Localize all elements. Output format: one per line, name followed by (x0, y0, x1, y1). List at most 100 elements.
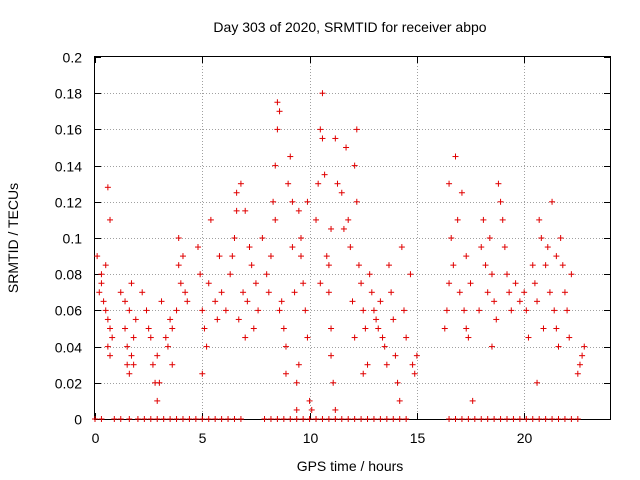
x-ticks: 0 5 10 15 20 (92, 57, 533, 446)
data-point (368, 289, 375, 296)
data-point (377, 298, 384, 305)
data-point (388, 289, 395, 296)
data-point (104, 316, 111, 323)
data-point (508, 307, 515, 314)
data-point (536, 216, 543, 223)
data-point (544, 244, 551, 251)
data-point (398, 244, 405, 251)
y-tick-label: 0.18 (55, 86, 82, 102)
y-tick-label: 0 (74, 412, 82, 428)
data-point (302, 307, 309, 314)
data-points (92, 90, 588, 422)
data-point (130, 361, 137, 368)
data-point (529, 262, 536, 269)
data-point (177, 280, 184, 287)
data-point (169, 325, 176, 332)
data-point (351, 162, 358, 169)
data-point (504, 271, 510, 278)
data-point (199, 307, 206, 314)
data-point (276, 307, 283, 314)
data-point (555, 343, 562, 350)
data-point (242, 334, 249, 341)
data-point (546, 289, 553, 296)
data-point (325, 416, 332, 422)
data-point (160, 416, 167, 422)
data-point (454, 216, 461, 223)
data-point (553, 253, 560, 260)
data-point (252, 280, 259, 287)
data-point (542, 262, 549, 269)
data-point (488, 271, 495, 278)
data-point (225, 416, 232, 422)
data-point (104, 343, 111, 350)
data-point (306, 416, 313, 422)
data-point (167, 416, 174, 422)
data-point (456, 289, 463, 296)
data-point (199, 416, 206, 422)
data-point (259, 235, 266, 241)
data-point (531, 280, 538, 287)
data-point (244, 298, 251, 305)
data-point (100, 298, 107, 305)
data-point (469, 397, 476, 404)
data-point (134, 416, 141, 422)
data-point (147, 334, 154, 341)
data-point (261, 416, 268, 422)
data-point (351, 416, 358, 422)
data-point (267, 253, 274, 260)
data-point (272, 162, 279, 169)
data-point (94, 253, 101, 260)
data-point (332, 135, 339, 142)
data-point (298, 253, 304, 260)
data-point (463, 253, 470, 260)
data-point (216, 253, 223, 260)
data-point (347, 244, 354, 251)
data-point (465, 416, 472, 422)
data-point (471, 416, 478, 422)
data-point (287, 416, 294, 422)
data-point (540, 325, 547, 332)
data-point (214, 316, 221, 323)
data-point (325, 262, 332, 269)
data-point (111, 416, 118, 422)
data-point (233, 207, 240, 214)
data-point (237, 180, 244, 187)
data-point (240, 289, 247, 296)
data-point (98, 280, 105, 287)
data-point (450, 262, 457, 269)
data-point (325, 289, 332, 296)
data-point (276, 108, 283, 115)
data-point (461, 307, 468, 314)
data-point (246, 244, 253, 251)
data-point (319, 135, 326, 142)
data-point (555, 416, 562, 422)
data-point (282, 370, 289, 377)
y-tick-label: 0.16 (55, 122, 82, 138)
data-point (175, 235, 182, 241)
data-point (237, 416, 244, 422)
data-point (282, 343, 289, 350)
data-point (250, 325, 257, 332)
data-point (353, 126, 360, 133)
data-point (308, 406, 315, 413)
y-ticks: 0 0.02 0.04 0.06 0.08 0.1 0.12 0.14 0.16 0.18 0.2 (55, 50, 610, 428)
data-point (280, 416, 287, 422)
data-point (351, 334, 358, 341)
x-tick-label: 20 (517, 430, 533, 446)
data-point (396, 416, 403, 422)
data-point (576, 361, 583, 368)
data-point (413, 352, 420, 359)
data-point (338, 416, 345, 422)
data-point (319, 90, 326, 97)
data-point (201, 325, 208, 332)
data-point (285, 180, 292, 187)
data-point (364, 361, 371, 368)
data-point (360, 370, 367, 377)
data-point (390, 416, 397, 422)
data-point (516, 298, 523, 305)
data-point (139, 289, 146, 296)
data-point (203, 343, 210, 350)
data-point (443, 307, 450, 314)
data-point (486, 235, 493, 241)
